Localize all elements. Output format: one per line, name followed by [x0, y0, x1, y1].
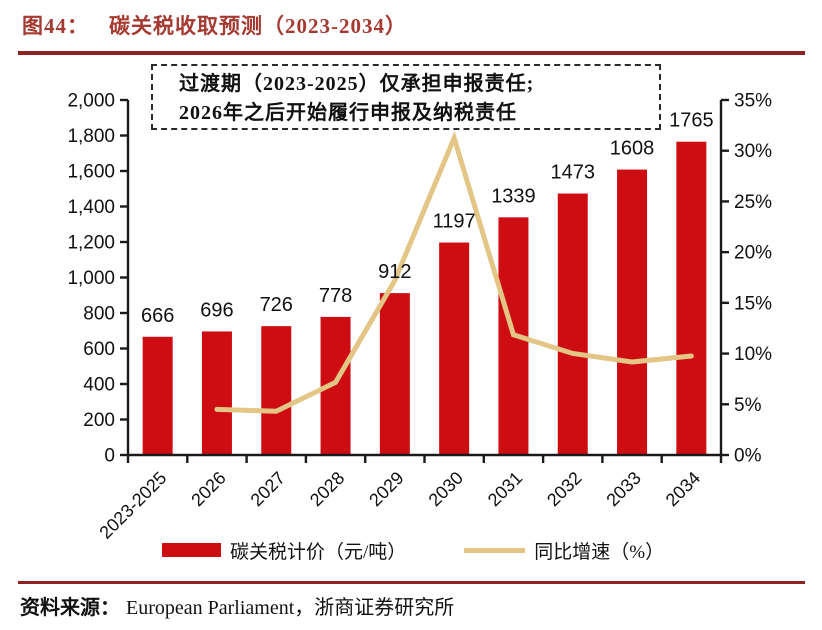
left-axis-tick-label: 200	[83, 410, 115, 431]
right-axis-tick-label: 35%	[734, 91, 772, 112]
footer-divider	[18, 581, 805, 584]
bar-value-label: 912	[378, 261, 411, 283]
left-axis-tick-label: 800	[83, 304, 115, 325]
x-axis-label: 2023-2025	[95, 468, 170, 543]
legend-bar-label: 碳关税计价（元/吨）	[230, 541, 407, 563]
x-axis-label: 2031	[484, 468, 526, 510]
bar-2033	[617, 169, 648, 455]
bar-2032	[557, 193, 588, 456]
source-text: European Parliament，浙商证券研究所	[126, 597, 455, 619]
bar-value-label: 726	[260, 294, 293, 316]
bar-2029	[379, 293, 410, 455]
growth-line	[214, 130, 694, 414]
bar-2027	[261, 326, 292, 455]
left-axis-tick-label: 400	[83, 375, 115, 396]
bar-value-label: 1197	[433, 211, 476, 233]
x-axis-label: 2030	[425, 468, 467, 510]
source-label: 资料来源：	[20, 597, 120, 619]
header-divider	[18, 51, 805, 55]
figure-number: 图44：	[22, 14, 89, 38]
bar-2030	[439, 242, 470, 455]
legend-line-label: 同比增速（%）	[534, 541, 665, 563]
left-axis-tick-label: 1,600	[67, 162, 115, 183]
bar-value-label: 778	[319, 285, 352, 307]
x-axis-label: 2034	[662, 468, 704, 510]
bar-2026	[201, 331, 232, 455]
bar-value-label: 1473	[551, 162, 596, 184]
annotation-line-2: 2026年之后开始履行申报及纳税责任	[179, 102, 517, 124]
bar-value-label: 696	[200, 299, 233, 321]
legend-bar-swatch	[162, 543, 221, 557]
source-note: 资料来源： European Parliament，浙商证券研究所	[20, 591, 454, 620]
left-axis-tick-label: 1,200	[67, 233, 115, 254]
bar-2034	[676, 141, 707, 455]
right-axis-tick-label: 20%	[734, 243, 772, 264]
left-axis-tick-label: 1,400	[67, 197, 115, 218]
bar-value-label: 666	[141, 305, 174, 327]
right-axis-tick-label: 10%	[734, 344, 772, 365]
right-axis-tick-label: 5%	[734, 395, 762, 416]
x-axis-label: 2029	[365, 468, 407, 510]
bar-value-label: 1608	[610, 138, 655, 160]
x-axis-label: 2027	[247, 468, 289, 510]
right-axis-tick-label: 25%	[734, 192, 772, 213]
x-axis-label: 2033	[602, 468, 644, 510]
annotation-line-1: 过渡期（2023-2025）仅承担申报责任;	[179, 73, 535, 95]
left-axis-tick-label: 1,800	[67, 126, 115, 147]
legend: 碳关税计价（元/吨） 同比增速（%）	[162, 537, 722, 563]
left-axis-tick-label: 600	[83, 339, 115, 360]
figure-title: 碳关税收取预测（2023-2034）	[109, 14, 407, 38]
left-axis-tick-label: 0	[104, 446, 115, 467]
bar-2023-2025	[142, 336, 173, 455]
left-axis-tick-label: 1,000	[67, 268, 115, 289]
legend-line-swatch	[464, 547, 526, 553]
bar-value-label: 1765	[669, 110, 714, 132]
annotation-box: 过渡期（2023-2025）仅承担申报责任; 2026年之后开始履行申报及纳税责…	[151, 64, 661, 130]
left-axis-tick-label: 2,000	[67, 91, 115, 112]
bar-value-label: 1339	[491, 185, 536, 207]
figure-header: 图44： 碳关税收取预测（2023-2034）	[22, 10, 407, 40]
x-axis-label: 2032	[543, 468, 585, 510]
x-axis-label: 2026	[187, 468, 229, 510]
right-axis-tick-label: 0%	[734, 446, 762, 467]
right-axis-tick-label: 15%	[734, 293, 772, 314]
x-axis-label: 2028	[306, 468, 348, 510]
right-axis-tick-label: 30%	[734, 141, 772, 162]
